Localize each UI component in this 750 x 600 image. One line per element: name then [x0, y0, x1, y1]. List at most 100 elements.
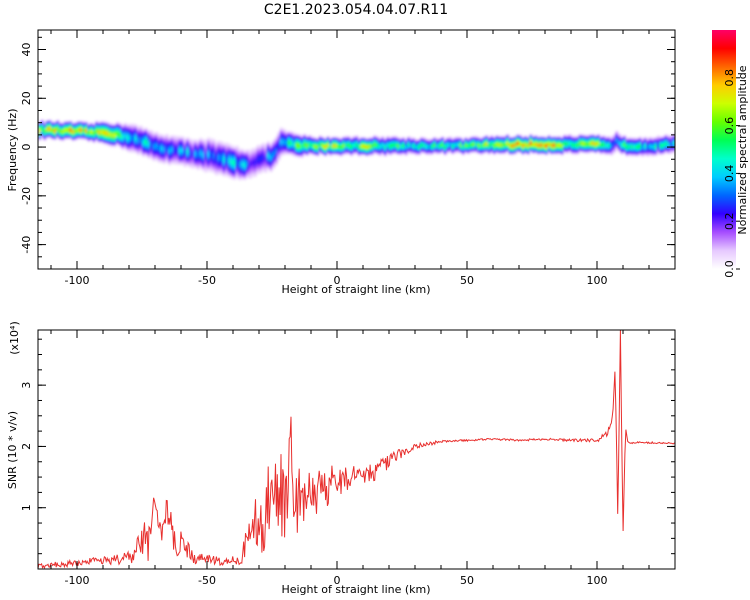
spectrogram-cell: [524, 143, 528, 147]
spectrogram-cell: [58, 129, 62, 133]
colorbar-tick-label: 0.0: [723, 260, 736, 278]
spectrogram-cell: [537, 143, 541, 148]
spectrogram-cell: [399, 144, 403, 149]
spectrogram-cell: [279, 139, 283, 145]
figure-title: C2E1.2023.054.04.07.R11: [264, 2, 448, 18]
spectrogram-cell: [227, 157, 231, 164]
spectrogram-cell: [376, 143, 380, 148]
spectrogram-cell: [563, 142, 567, 146]
spectrogram-y-tick-label: 40: [20, 43, 33, 57]
spectrogram-cell: [121, 134, 125, 140]
snr-series-line: [38, 330, 675, 569]
spectrogram-cell: [461, 145, 465, 149]
colorbar-tick-label: 0.6: [723, 117, 736, 135]
spectrogram-cell: [628, 144, 632, 149]
spectrogram-cell: [290, 141, 294, 146]
snr-x-tick-label: -100: [65, 574, 90, 587]
spectrogram-cell: [188, 150, 192, 156]
spectrogram-cell: [43, 129, 47, 134]
spectrogram-cell: [633, 145, 637, 149]
spectrogram-cell: [259, 156, 263, 162]
spectrogram-cell: [594, 142, 598, 146]
spectrogram-panel: -100 -50 0 50 100 -40 -20 0 20 40 Height of stra…: [6, 29, 676, 296]
spectrogram-cell: [261, 154, 265, 160]
spectrogram-cell: [464, 143, 468, 147]
spectrogram-cell: [97, 130, 101, 135]
spectrogram-cell: [355, 143, 359, 147]
spectrogram-cell: [448, 143, 452, 147]
spectrogram-cell: [659, 144, 663, 148]
spectrogram-cell: [214, 155, 218, 162]
snr-multiplier-label: (x10⁴): [8, 321, 21, 355]
spectrogram-cell: [576, 143, 580, 147]
spectrogram-cell: [116, 131, 120, 136]
spectrogram-cell: [248, 161, 252, 167]
spectrogram-cell: [298, 143, 302, 148]
spectrogram-cell: [108, 132, 112, 137]
spectrogram-cell: [149, 142, 153, 147]
spectrogram-cell: [170, 147, 174, 153]
spectrogram-cell: [506, 141, 510, 145]
spectrogram-cell: [472, 142, 476, 146]
spectrogram-cell: [365, 145, 369, 149]
spectrogram-cell: [558, 143, 562, 147]
spectrogram-cell: [256, 157, 260, 163]
spectrogram-cell: [656, 143, 660, 147]
spectrogram-cell: [173, 147, 177, 153]
spectrogram-cell: [438, 144, 442, 148]
snr-y-tick-label: 3: [20, 382, 33, 389]
spectrogram-cell: [204, 153, 208, 159]
spectrogram-cell: [539, 143, 543, 147]
spectrogram-cell: [394, 143, 398, 147]
spectrogram-cell: [511, 144, 515, 148]
spectrogram-cell: [516, 141, 520, 146]
spectrogram-cell: [113, 133, 117, 138]
spectrogram-cell: [402, 144, 406, 148]
colorbar-ticks: 0.0 0.2 0.4 0.6 0.8: [723, 69, 740, 278]
spectrogram-cell: [45, 127, 49, 131]
spectrogram-cell: [480, 144, 484, 148]
spectrogram-cell: [66, 128, 70, 132]
spectrogram-cell: [269, 155, 273, 161]
spectrogram-cell: [201, 152, 205, 158]
spectrogram-cell: [87, 130, 91, 135]
spectrogram-cell: [446, 143, 450, 147]
snr-x-tick-label: 50: [460, 574, 474, 587]
spectrogram-cell: [643, 144, 647, 148]
spectrogram-cell: [238, 161, 242, 168]
spectrogram-cell: [641, 145, 645, 149]
spectrogram-cell: [123, 133, 127, 139]
spectrogram-cell: [305, 143, 309, 148]
spectrogram-cell: [103, 130, 107, 135]
colorbar: 0.0 0.2 0.4 0.6 0.8 Normalized spectral ampl…: [712, 30, 749, 278]
spectrogram-cell: [651, 145, 655, 149]
spectrogram-cell: [300, 144, 304, 149]
spectrogram-cell: [404, 145, 408, 149]
snr-x-ticks: -100 -50 0 50 100: [50, 330, 676, 587]
spectrogram-y-tick-label: 0: [20, 144, 33, 151]
snr-x-tick-label: 0: [334, 574, 341, 587]
spectrogram-cell: [513, 143, 517, 147]
spectrogram-y-tick-label: -20: [20, 187, 33, 205]
spectrogram-cell: [571, 143, 575, 147]
spectrogram-cell: [459, 143, 463, 147]
spectrogram-cell: [664, 141, 668, 146]
spectrogram-cell: [565, 142, 569, 146]
spectrogram-cell: [48, 127, 52, 131]
spectrogram-cell: [191, 151, 195, 157]
snr-frame: [37, 329, 676, 570]
spectrogram-cell: [615, 138, 619, 142]
spectrogram-cell: [363, 144, 367, 148]
snr-plot-area: [38, 330, 675, 569]
spectrogram-cell: [521, 144, 525, 148]
spectrogram-cell: [529, 141, 533, 145]
spectrogram-cell: [649, 144, 653, 148]
spectrogram-cell: [552, 143, 556, 147]
spectrogram-cell: [487, 143, 491, 148]
spectrogram-cell: [162, 147, 166, 153]
spectrogram-cell: [243, 162, 247, 168]
spectrogram-y-tick-label: -40: [20, 236, 33, 254]
spectrogram-cell: [578, 141, 582, 145]
spectrogram-cell: [503, 143, 507, 147]
spectrogram-cell: [209, 152, 213, 159]
